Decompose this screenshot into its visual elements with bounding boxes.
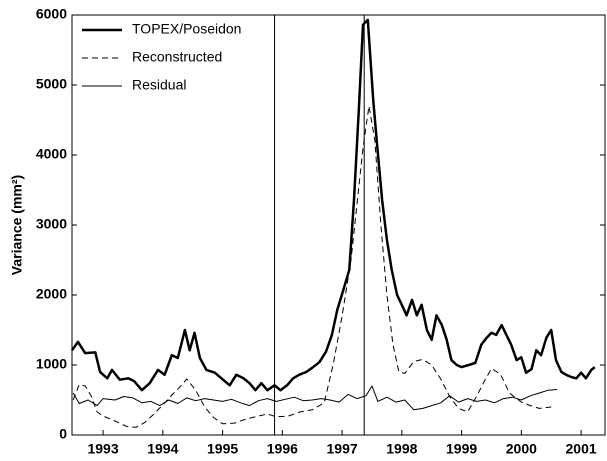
x-tick-label: 1994 [147,441,178,457]
y-tick-label: 6000 [36,6,67,22]
x-tick-label: 2000 [506,441,537,457]
x-tick-label: 2001 [566,441,597,457]
y-tick-label: 0 [59,426,67,442]
data-line [72,105,552,428]
x-tick-label: 1993 [87,441,118,457]
y-axis-label: Variance (mm²) [9,175,25,275]
legend-label: Residual [132,77,186,93]
legend-label: TOPEX/Poseidon [132,21,241,37]
x-tick-label: 1997 [327,441,358,457]
data-line [70,18,596,392]
legend-label: Reconstructed [132,49,222,65]
y-tick-label: 3000 [36,216,67,232]
y-tick-label: 2000 [36,286,67,302]
y-tick-label: 1000 [36,356,67,372]
x-tick-label: 1995 [207,441,238,457]
x-tick-label: 1999 [446,441,477,457]
data-line [72,385,558,411]
x-tick-label: 1998 [386,441,417,457]
x-tick-label: 1996 [267,441,298,457]
y-tick-label: 4000 [36,146,67,162]
y-tick-label: 5000 [36,76,67,92]
